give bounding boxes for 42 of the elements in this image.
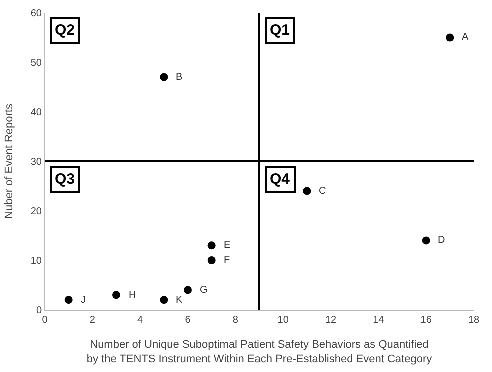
y-tick-label: 50 <box>30 58 42 69</box>
y-tick-label: 0 <box>36 306 42 316</box>
x-tick-label: 18 <box>468 315 480 326</box>
y-axis-title: Nuber of Event Reports <box>4 104 16 219</box>
point <box>112 291 120 300</box>
point <box>160 296 168 304</box>
point <box>303 187 312 196</box>
annotation: G <box>200 285 208 296</box>
annotation: J <box>81 295 86 306</box>
point <box>446 34 454 42</box>
annotation: E <box>224 240 231 251</box>
annotation: C <box>319 186 326 197</box>
x-tick-label: 12 <box>325 315 337 326</box>
point <box>422 236 430 245</box>
x-tick-label: 4 <box>138 315 144 326</box>
point <box>184 286 192 294</box>
y-tick-label: 30 <box>30 157 42 168</box>
annotation: B <box>176 72 183 83</box>
annotation: D <box>438 235 446 246</box>
x-tick-label: 10 <box>278 315 290 326</box>
x-axis-title: Number of Unique Suboptimal Patient Safety Behaviors as Quantified by the TENTS Instrument Within Each Pre-Established Event Category <box>86 339 433 366</box>
y-tick-label: 40 <box>30 108 42 118</box>
y-tick-label: 20 <box>30 206 42 218</box>
annotation: Q1 <box>270 22 290 39</box>
point <box>208 256 216 264</box>
annotation: H <box>129 290 136 301</box>
point <box>64 296 73 304</box>
x-tick-label: 6 <box>185 315 192 326</box>
point <box>208 242 216 250</box>
x-tick-label: 2 <box>90 315 96 326</box>
annotation: Q4 <box>270 171 291 188</box>
annotation: A <box>462 32 469 43</box>
y-tick-label: 60 <box>30 8 42 20</box>
annotation: F <box>224 255 230 266</box>
x-tick-label: 16 <box>420 315 432 326</box>
point <box>160 73 168 82</box>
y-tick-label: 10 <box>30 256 42 267</box>
annotation: K <box>176 295 183 306</box>
annotation: Q2 <box>55 22 76 39</box>
x-tick-label: 14 <box>373 315 385 326</box>
x-tick-label: 8 <box>232 315 239 326</box>
annotation: Q3 <box>55 171 76 188</box>
